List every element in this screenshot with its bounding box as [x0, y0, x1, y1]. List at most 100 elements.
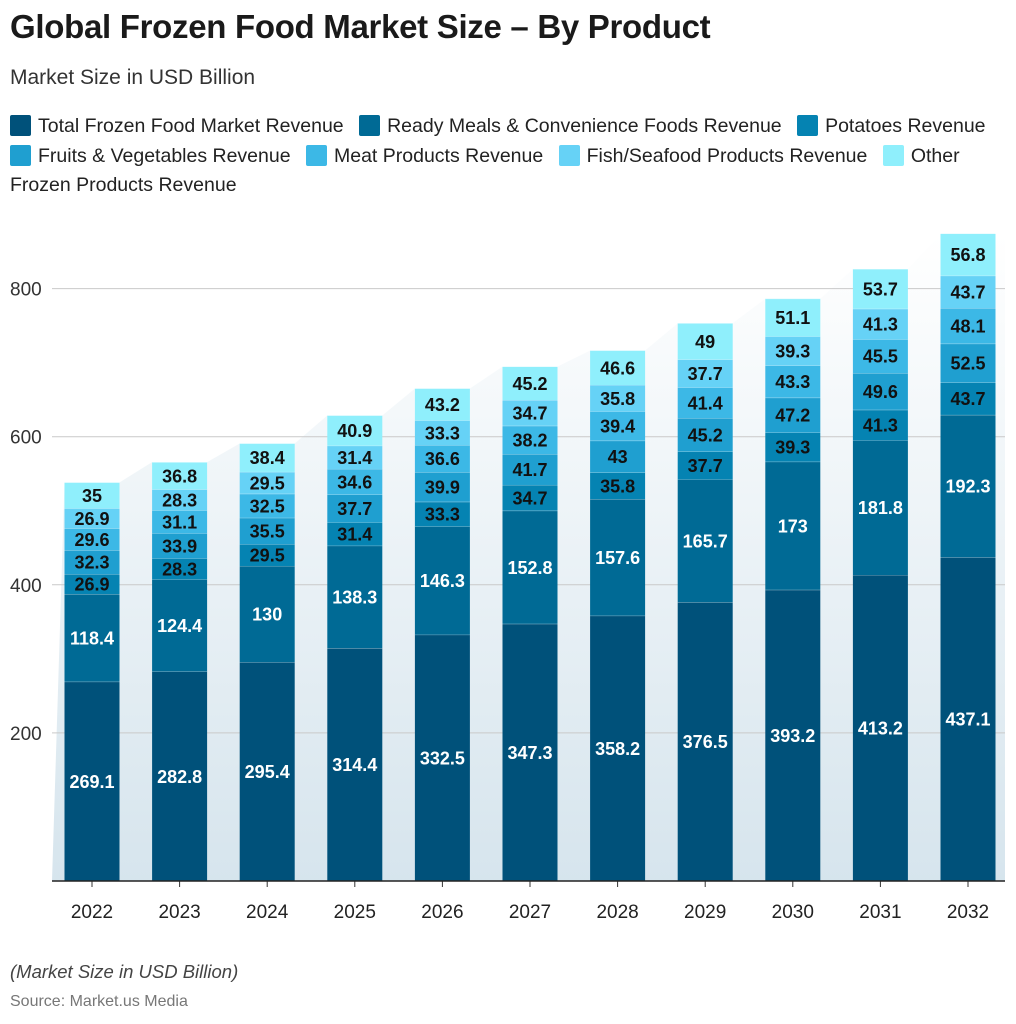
data-label: 269.1: [69, 772, 114, 792]
x-tick-label: 2022: [71, 902, 113, 923]
data-label: 39.9: [425, 478, 460, 498]
legend-item: Meat Products Revenue: [306, 144, 543, 167]
bar-segment: [940, 414, 996, 558]
bar-segment: [765, 365, 821, 398]
data-label: 173: [778, 516, 808, 536]
bar-segment: [940, 382, 996, 415]
data-label: 47.2: [775, 406, 810, 426]
data-label: 314.4: [332, 755, 377, 775]
bar-segment: [64, 681, 120, 881]
bar-segment: [765, 589, 821, 881]
bar-segment: [590, 411, 646, 441]
bar-segment: [414, 501, 470, 527]
bar-segment: [152, 462, 208, 490]
legend-label: Total Frozen Food Market Revenue: [38, 115, 344, 137]
bar-segment: [239, 517, 295, 545]
data-label: 29.5: [250, 546, 285, 566]
bar-segment: [327, 494, 383, 523]
data-label: 48.1: [950, 316, 985, 336]
legend-swatch: [558, 144, 580, 166]
bar-segment: [677, 479, 733, 603]
data-label: 29.6: [74, 530, 109, 550]
data-label: 38.2: [512, 430, 547, 450]
data-label: 130: [252, 605, 282, 625]
bar-segment: [502, 484, 558, 511]
data-label: 45.5: [863, 347, 898, 367]
bar-segment: [239, 493, 295, 518]
data-label: 32.3: [74, 553, 109, 573]
data-label: 157.6: [595, 548, 640, 568]
data-label: 31.4: [337, 448, 372, 468]
bar-segment: [852, 409, 908, 441]
bar-segment: [590, 615, 646, 881]
data-label: 45.2: [512, 374, 547, 394]
legend-label: Fish/Seafood Products Revenue: [586, 144, 868, 167]
data-label: 37.7: [688, 456, 723, 476]
bar-segment: [590, 499, 646, 616]
data-label: 43.3: [775, 372, 810, 392]
data-label: 347.3: [507, 743, 552, 763]
bar-segment: [852, 440, 908, 576]
bar-segment: [239, 471, 295, 494]
data-label: 43.7: [950, 282, 985, 302]
bar-segment: [502, 425, 558, 455]
legend-swatch: [10, 144, 31, 166]
bar-segment: [64, 528, 120, 551]
bar-segment: [327, 468, 383, 495]
x-tick-label: 2027: [509, 902, 551, 923]
x-tick-label: 2028: [596, 902, 638, 923]
x-tick-label: 2023: [158, 902, 200, 923]
bar-segment: [414, 472, 470, 502]
legend-label: Fruits & Vegetables Revenue: [38, 144, 291, 167]
data-label: 437.1: [945, 710, 990, 730]
legend-item: Potatoes Revenue: [797, 115, 986, 137]
bar-segment: [765, 336, 821, 366]
bar-segment: [152, 533, 208, 559]
bar-segment: [327, 415, 383, 446]
data-label: 138.3: [332, 587, 377, 607]
bar-segment: [940, 343, 996, 383]
bar-segment: [64, 508, 120, 529]
data-label: 41.3: [863, 315, 898, 335]
bar-segment: [502, 400, 558, 426]
x-tick-label: 2031: [859, 902, 901, 923]
data-label: 43.2: [425, 395, 460, 415]
bar-segment: [852, 373, 908, 410]
legend-item: Fish/Seafood Products Revenue: [558, 144, 868, 167]
data-label: 124.4: [157, 616, 202, 636]
data-label: 413.2: [858, 719, 903, 739]
bar-segment: [414, 526, 470, 635]
legend-label: Ready Meals & Convenience Foods Revenue: [387, 115, 782, 137]
bar-segment: [152, 579, 208, 672]
bar-segment: [327, 522, 383, 546]
bar-segment: [852, 575, 908, 881]
bar-segment: [677, 387, 733, 419]
data-label: 49: [695, 332, 715, 352]
data-label: 358.2: [595, 739, 640, 759]
bar-segment: [239, 662, 295, 881]
x-tick-label: 2025: [334, 902, 376, 923]
bar-segment: [64, 594, 120, 682]
y-tick-label: 800: [10, 280, 42, 301]
data-label: 31.4: [337, 525, 372, 545]
x-tick-label: 2029: [684, 902, 726, 923]
data-label: 28.3: [162, 559, 197, 579]
data-label: 26.9: [74, 575, 109, 595]
bar-segment: [327, 545, 383, 649]
data-label: 38.4: [250, 448, 285, 468]
bar-segment: [152, 671, 208, 881]
y-tick-label: 200: [10, 724, 42, 745]
bar-segment: [502, 366, 558, 401]
bar-segment: [940, 557, 996, 881]
x-tick-label: 2024: [246, 902, 289, 923]
data-label: 45.2: [688, 425, 723, 445]
bar-segment: [852, 308, 908, 340]
bar-segment: [152, 558, 208, 580]
data-label: 33.3: [425, 505, 460, 525]
bar-segment: [677, 451, 733, 480]
data-label: 53.7: [863, 279, 898, 299]
bar-segment: [765, 397, 821, 433]
legend-swatch: [797, 115, 819, 136]
data-label: 43: [608, 447, 628, 467]
data-label: 52.5: [950, 354, 985, 374]
